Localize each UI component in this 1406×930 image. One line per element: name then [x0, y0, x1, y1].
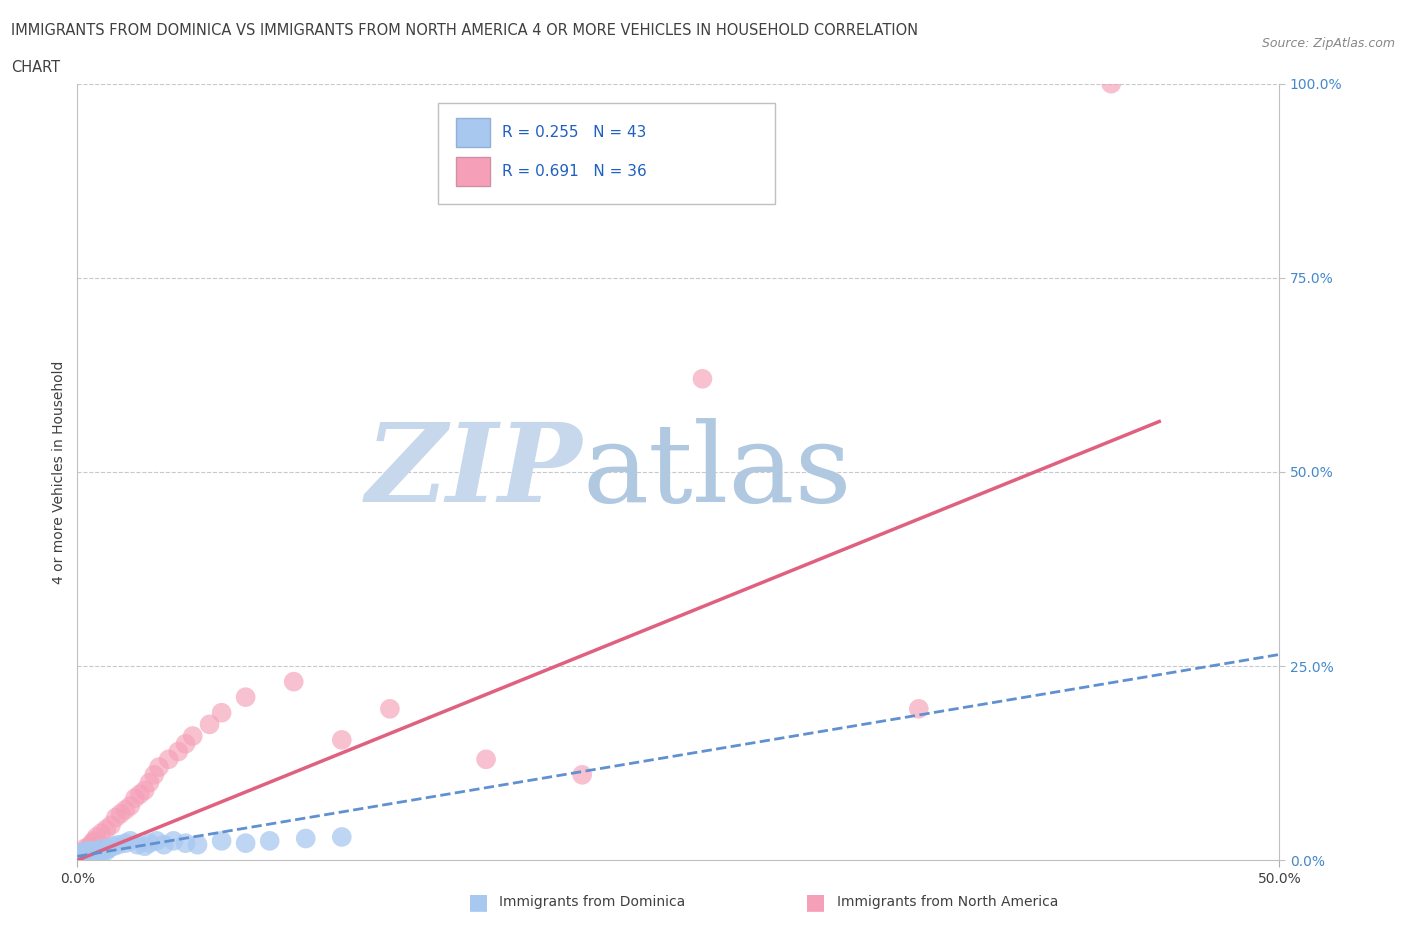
Point	[83, 833, 105, 848]
Point	[181, 728, 204, 743]
Point	[145, 833, 167, 848]
Point	[120, 799, 142, 814]
Point	[79, 849, 101, 864]
Point	[70, 845, 93, 860]
Point	[90, 826, 112, 841]
Point	[138, 776, 160, 790]
Point	[211, 833, 233, 848]
Point	[90, 845, 112, 860]
Point	[76, 849, 98, 864]
Text: ■: ■	[468, 892, 488, 912]
Point	[76, 844, 98, 858]
Point	[120, 833, 142, 848]
Text: R = 0.255   N = 43: R = 0.255 N = 43	[502, 126, 645, 140]
Point	[148, 760, 170, 775]
Point	[73, 850, 96, 865]
Point	[104, 810, 127, 825]
Text: R = 0.691   N = 36: R = 0.691 N = 36	[502, 164, 647, 179]
Point	[103, 839, 125, 854]
Point	[143, 767, 166, 782]
Point	[1099, 76, 1122, 91]
Point	[174, 836, 197, 851]
Point	[79, 839, 101, 854]
Point	[96, 822, 118, 837]
FancyBboxPatch shape	[439, 103, 775, 204]
Point	[692, 371, 714, 386]
Point	[571, 767, 593, 782]
Point	[70, 847, 93, 862]
Point	[378, 701, 401, 716]
Point	[138, 836, 160, 851]
Text: Immigrants from North America: Immigrants from North America	[837, 895, 1057, 910]
Point	[80, 836, 103, 851]
Text: atlas: atlas	[582, 418, 852, 525]
Point	[69, 849, 91, 864]
Point	[330, 733, 353, 748]
Point	[100, 817, 122, 832]
Text: IMMIGRANTS FROM DOMINICA VS IMMIGRANTS FROM NORTH AMERICA 4 OR MORE VEHICLES IN : IMMIGRANTS FROM DOMINICA VS IMMIGRANTS F…	[11, 23, 918, 38]
Point	[96, 844, 118, 858]
Point	[73, 846, 96, 861]
Point	[86, 844, 108, 858]
Point	[80, 849, 103, 864]
Point	[73, 841, 96, 856]
Point	[110, 806, 132, 821]
Text: Source: ZipAtlas.com: Source: ZipAtlas.com	[1261, 37, 1395, 50]
Point	[69, 849, 91, 864]
Point	[235, 690, 257, 705]
Point	[70, 845, 93, 860]
Text: CHART: CHART	[11, 60, 60, 75]
Point	[114, 836, 136, 851]
Bar	[456, 118, 489, 147]
Point	[80, 844, 103, 858]
Point	[128, 787, 150, 802]
Point	[114, 803, 136, 817]
Point	[198, 717, 221, 732]
Text: Immigrants from Dominica: Immigrants from Dominica	[499, 895, 685, 910]
Point	[69, 846, 91, 861]
Point	[76, 846, 98, 861]
Point	[97, 841, 120, 856]
Point	[86, 846, 108, 861]
Point	[174, 737, 197, 751]
Point	[134, 783, 156, 798]
Point	[908, 701, 931, 716]
Point	[124, 790, 146, 805]
Point	[157, 751, 180, 766]
Point	[87, 845, 110, 860]
Point	[259, 833, 281, 848]
Point	[90, 841, 112, 856]
Point	[294, 831, 316, 846]
Point	[153, 837, 176, 852]
Point	[134, 839, 156, 854]
Point	[127, 837, 149, 852]
Point	[83, 846, 105, 861]
Point	[83, 845, 105, 860]
Point	[79, 846, 101, 861]
Point	[235, 836, 257, 851]
Text: ■: ■	[806, 892, 825, 912]
Point	[162, 833, 184, 848]
Point	[283, 674, 305, 689]
Point	[73, 849, 96, 864]
Bar	[456, 156, 489, 186]
Point	[107, 837, 129, 852]
Point	[79, 845, 101, 860]
Point	[73, 845, 96, 860]
Point	[76, 844, 98, 858]
Point	[211, 705, 233, 720]
Point	[167, 744, 190, 759]
Point	[330, 830, 353, 844]
Point	[70, 849, 93, 864]
Y-axis label: 4 or more Vehicles in Household: 4 or more Vehicles in Household	[52, 360, 66, 584]
Text: ZIP: ZIP	[366, 418, 582, 525]
Point	[187, 837, 209, 852]
Point	[475, 751, 498, 766]
Point	[86, 830, 108, 844]
